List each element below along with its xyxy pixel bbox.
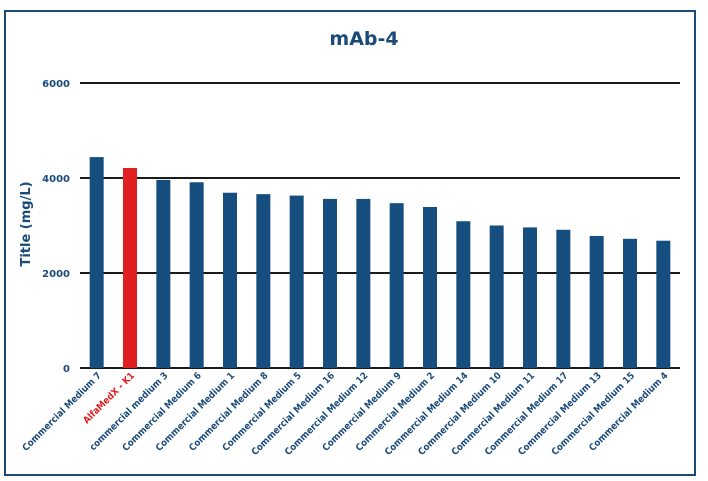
- bar: [189, 182, 204, 368]
- bar: [623, 238, 637, 368]
- bar: [256, 194, 271, 368]
- bar: [589, 235, 604, 368]
- y-tick-label: 2000: [42, 269, 70, 280]
- bar: [223, 192, 237, 368]
- bar: [489, 225, 504, 368]
- y-tick-label: 0: [63, 364, 70, 375]
- bar-chart: mAb-4 Title (mg/L) 0 2000 4000 6000 Commerc…: [19, 28, 680, 458]
- bar: [356, 198, 371, 368]
- chart-title: mAb-4: [329, 28, 398, 50]
- bar: [323, 198, 337, 368]
- bar: [389, 203, 404, 368]
- bar: [423, 206, 437, 368]
- y-axis-label: Title (mg/L): [19, 181, 34, 266]
- bar: [523, 227, 537, 368]
- bar: [123, 168, 137, 368]
- bar: [456, 221, 471, 368]
- bar: [156, 179, 171, 368]
- y-tick-label: 6000: [42, 79, 70, 90]
- y-tick-label: 4000: [42, 174, 70, 185]
- chart-frame: mAb-4 Title (mg/L) 0 2000 4000 6000 Commerc…: [4, 10, 696, 476]
- bar: [556, 229, 571, 368]
- gridlines: [80, 82, 680, 369]
- bar: [656, 240, 671, 368]
- bar: [89, 157, 104, 368]
- bar: [289, 195, 304, 368]
- y-tick-labels: 0 2000 4000 6000: [42, 79, 70, 375]
- bars: [89, 157, 671, 368]
